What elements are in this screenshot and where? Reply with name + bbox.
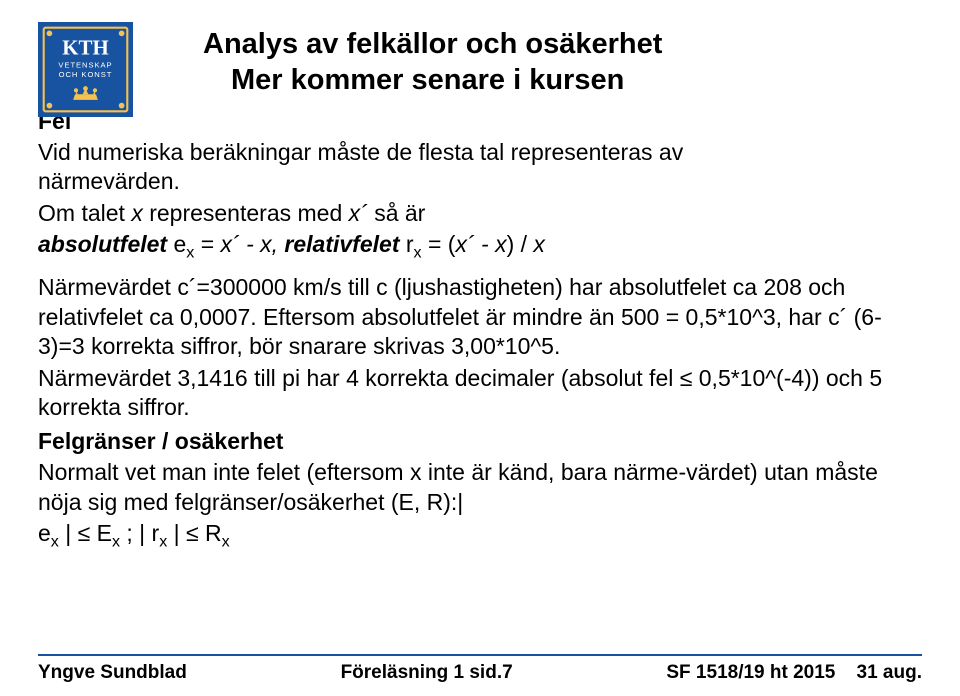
text: r — [399, 231, 413, 257]
subscript: x — [51, 533, 59, 551]
text: Vid numeriska beräkningar måste de flest… — [38, 139, 683, 165]
text: = ( — [422, 231, 456, 257]
text: | ≤ E — [59, 520, 112, 546]
title-line-1: Analys av felkällor och osäkerhet — [203, 26, 922, 62]
kth-logo: KTH VETENSKAP OCH KONST — [38, 22, 133, 117]
text: x — [533, 231, 545, 257]
slide: KTH VETENSKAP OCH KONST Analys av felkäl… — [0, 0, 960, 696]
footer-page: Föreläsning 1 sid.7 — [341, 662, 513, 684]
text: absolutfelet — [38, 231, 167, 257]
text: relativfelet — [284, 231, 399, 257]
text: SF 1518/19 ht 2015 — [666, 662, 835, 683]
subscript: x — [222, 533, 230, 551]
text: x´ — [349, 200, 368, 226]
footer-course-date: SF 1518/19 ht 2015 31 aug. — [666, 662, 922, 684]
text: x´ - x — [455, 231, 506, 257]
para-example-c: Närmevärdet c´=300000 km/s till c (ljush… — [38, 273, 922, 361]
para-representation: Om talet x representeras med x´ så är — [38, 199, 922, 228]
title-block: Analys av felkällor och osäkerhet Mer ko… — [203, 26, 922, 99]
footer: Yngve Sundblad Föreläsning 1 sid.7 SF 15… — [38, 654, 922, 684]
para-definitions: absolutfelet e x = x´ - x, relativfelet r… — [38, 230, 922, 263]
svg-text:OCH KONST: OCH KONST — [59, 70, 113, 79]
text: | ≤ R — [167, 520, 221, 546]
text: så är — [368, 200, 426, 226]
para-intro: Vid numeriska beräkningar måste de flest… — [38, 138, 922, 197]
para-bounds-formula: ex | ≤ Ex ; | rx | ≤ Rx — [38, 519, 922, 552]
text: representeras med — [143, 200, 349, 226]
text: x´ - x, — [221, 231, 285, 257]
text: ; | r — [120, 520, 159, 546]
logo-text-kth: KTH — [62, 35, 108, 59]
subscript: x — [112, 533, 120, 551]
heading-fel: Fel — [38, 107, 922, 136]
para-bounds-intro: Normalt vet man inte felet (eftersom x i… — [38, 458, 922, 517]
svg-text:VETENSKAP: VETENSKAP — [58, 61, 112, 70]
heading-felgranser: Felgränser / osäkerhet — [38, 427, 922, 456]
text: 31 aug. — [857, 662, 922, 683]
text: ) / — [507, 231, 534, 257]
footer-author: Yngve Sundblad — [38, 662, 187, 684]
title-line-2: Mer kommer senare i kursen — [231, 62, 922, 98]
text: Om talet — [38, 200, 131, 226]
para-example-pi: Närmevärdet 3,1416 till pi har 4 korrekt… — [38, 364, 922, 423]
text: närmevärden. — [38, 168, 180, 194]
text: e — [38, 520, 51, 546]
text: x — [131, 200, 143, 226]
text: e — [167, 231, 186, 257]
body-content: Fel Vid numeriska beräkningar måste de f… — [38, 107, 922, 553]
subscript: x — [414, 244, 422, 262]
text: = — [194, 231, 220, 257]
